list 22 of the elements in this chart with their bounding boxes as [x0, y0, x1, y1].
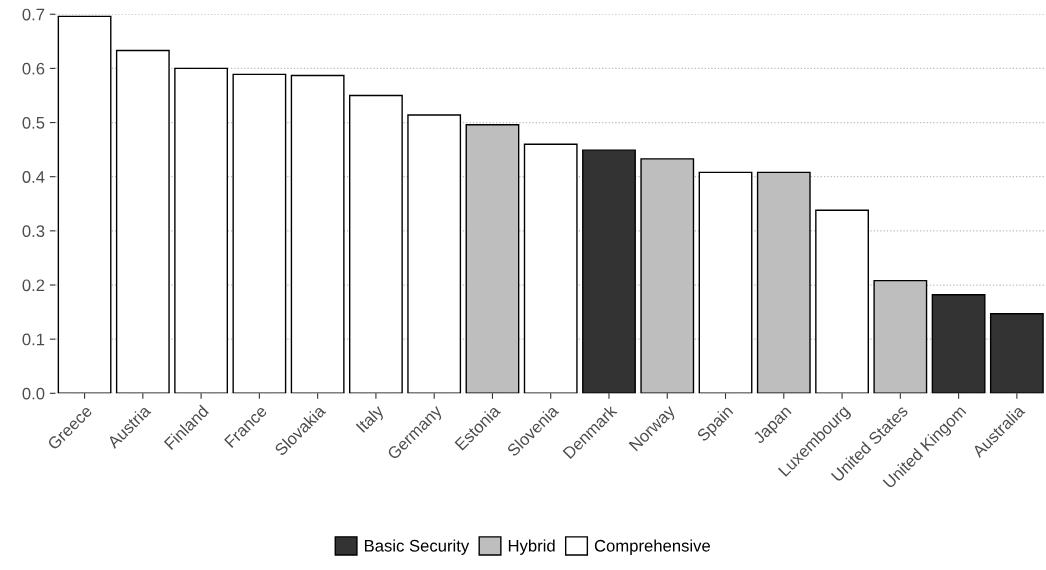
y-tick-label: 0.3 — [22, 225, 45, 238]
bar — [348, 94, 403, 394]
bar — [523, 143, 578, 394]
y-tick-label: 0.7 — [22, 8, 45, 21]
y-tick-label: 0.6 — [22, 62, 45, 75]
bar — [407, 114, 462, 394]
legend-label: Basic Security — [364, 539, 470, 555]
bar — [174, 67, 229, 394]
y-tick-label: 0.4 — [22, 171, 45, 183]
y-tick-label: 0.2 — [22, 279, 45, 292]
bar — [698, 171, 753, 394]
y-tick-label: 0.5 — [22, 116, 45, 129]
y-tick-label: 0.1 — [22, 333, 45, 346]
x-tick-label: Italy — [355, 403, 387, 436]
bar — [115, 49, 170, 394]
bar — [232, 73, 287, 394]
bar — [290, 74, 345, 394]
y-tick-label: 0.0 — [22, 387, 45, 400]
bar — [815, 209, 869, 394]
legend-label: Hybrid — [508, 539, 555, 555]
bar — [57, 15, 112, 394]
legend-label: Comprehensive — [594, 539, 710, 555]
